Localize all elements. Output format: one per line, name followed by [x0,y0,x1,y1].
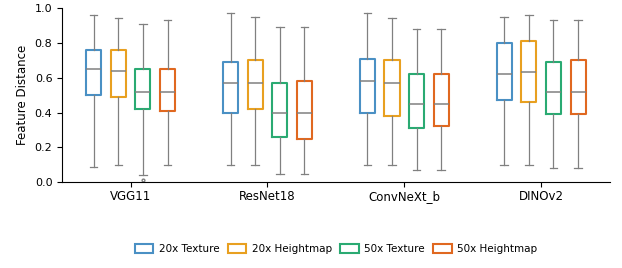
Y-axis label: Feature Distance: Feature Distance [16,45,29,145]
Legend: 20x Texture, 20x Heightmap, 50x Texture, 50x Heightmap: 20x Texture, 20x Heightmap, 50x Texture,… [131,240,541,258]
